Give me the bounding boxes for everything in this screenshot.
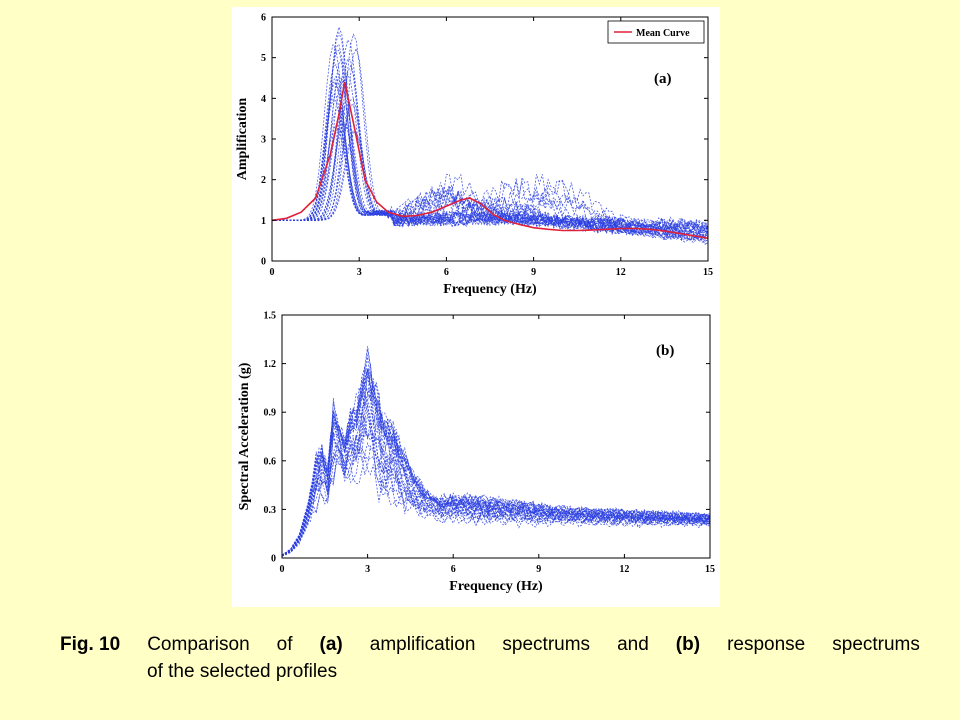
plot-frame (281, 314, 711, 559)
profile-curve (272, 107, 708, 230)
x-tick-label: 15 (703, 267, 713, 278)
x-tick-label: 3 (365, 564, 370, 575)
y-tick-label: 0 (271, 554, 276, 565)
profile-curve (282, 368, 710, 556)
profile-curve (282, 456, 710, 557)
caption-word: (b) (675, 634, 701, 655)
x-tick-label: 15 (705, 564, 715, 575)
legend-box (607, 20, 705, 44)
profile-curves (282, 346, 710, 557)
profile-curve (272, 93, 708, 237)
chart-legend: Mean Curve (607, 20, 705, 44)
caption-word: spectrums (832, 634, 920, 655)
caption-word: amplification (369, 634, 476, 655)
profile-curve (272, 72, 708, 240)
legend-mean-label: Mean Curve (636, 28, 690, 39)
panel-label: (a) (654, 71, 672, 87)
x-tick-label: 9 (536, 564, 541, 575)
y-tick-label: 5 (261, 53, 266, 64)
profile-curve (282, 355, 710, 556)
profile-curve (282, 377, 710, 556)
profile-curve (272, 81, 708, 233)
caption-word: (a) (319, 634, 343, 655)
profile-curve (282, 442, 710, 557)
chart-panel-b: 0 3 6 9 12 15 0 0.3 0.6 0.9 1.2 1.5 Frequency (Hz) Sp… (237, 311, 715, 595)
profile-curve (282, 392, 710, 556)
caption-fig-label: Fig. 10 (60, 634, 121, 655)
profile-curve (282, 404, 710, 557)
y-tick-label: 1 (261, 216, 266, 227)
profile-curve (282, 421, 710, 556)
x-tick-label: 6 (444, 267, 449, 278)
x-axis-label: Frequency (Hz) (449, 579, 543, 594)
profile-curves (272, 25, 708, 245)
y-tick-label: 4 (261, 94, 266, 105)
y-tick-label: 3 (261, 135, 266, 146)
profile-curve (272, 31, 708, 231)
x-tick-label: 6 (451, 564, 456, 575)
profile-curve (282, 403, 710, 556)
caption-line-1: Fig. 10 Comparison of (a) amplification spec… (60, 631, 920, 658)
profile-curve (282, 416, 710, 556)
x-tick-label: 9 (531, 267, 536, 278)
profile-curve (282, 369, 710, 556)
profile-curve (272, 106, 708, 238)
caption-word: spectrums (502, 634, 591, 655)
y-tick-label: 0.9 (264, 408, 277, 419)
x-tick-label: 3 (357, 267, 362, 278)
profile-curve (282, 367, 710, 556)
y-tick-label: 6 (261, 13, 266, 24)
panel-label: (b) (656, 343, 674, 359)
caption-word: of (276, 634, 293, 655)
profile-curve (282, 384, 710, 556)
y-tick-label: 0.6 (264, 456, 277, 467)
x-tick-label: 0 (270, 267, 275, 278)
x-tick-label: 0 (280, 564, 285, 575)
profile-curve (282, 398, 710, 556)
profile-curve (272, 39, 708, 238)
y-tick-label: 2 (261, 175, 266, 186)
x-axis-label: Frequency (Hz) (443, 282, 537, 297)
x-tick-label: 12 (616, 267, 626, 278)
profile-curve (282, 349, 710, 556)
y-tick-label: 0 (261, 257, 266, 268)
profile-curve (282, 394, 710, 556)
caption-line-2: of the selected profiles (147, 661, 338, 682)
y-axis-label: Amplification (235, 98, 250, 181)
profile-curve (272, 47, 708, 243)
caption-word: response (727, 634, 806, 655)
figure-panel: 0 3 6 9 12 15 0 1 2 3 4 5 6 Frequency (Hz) Amplificati… (232, 7, 720, 607)
profile-curve (282, 447, 710, 557)
figure-caption: Fig. 10 Comparison of (a) amplification spec… (60, 631, 920, 685)
y-tick-label: 1.2 (264, 359, 277, 370)
y-axis-label: Spectral Acceleration (g) (237, 362, 252, 510)
y-tick-label: 0.3 (264, 505, 277, 516)
mean-curve-line (272, 81, 708, 239)
caption-word: and (617, 634, 649, 655)
x-tick-label: 12 (619, 564, 629, 575)
caption-word: Comparison (147, 634, 250, 655)
profile-curve (272, 98, 708, 243)
profile-curve (272, 33, 708, 230)
y-tick-label: 1.5 (264, 311, 277, 322)
profile-curve (272, 49, 708, 237)
profile-curve (282, 364, 710, 556)
profile-curve (282, 393, 710, 556)
